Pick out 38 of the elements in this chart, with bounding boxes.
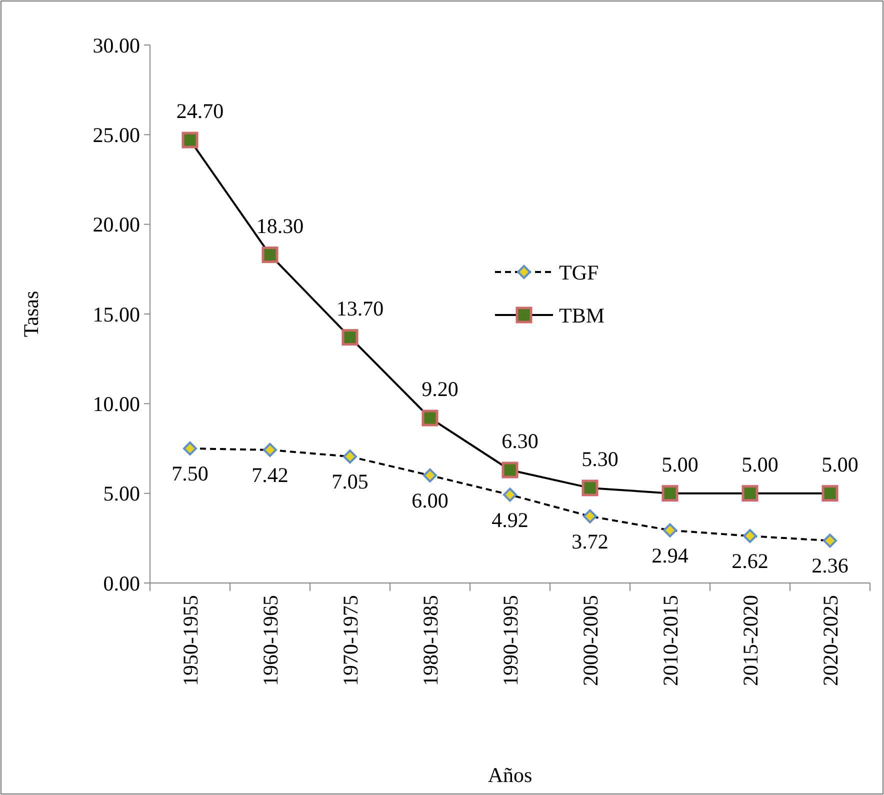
- y-tick-label: 5.00: [103, 482, 140, 506]
- y-tick-label: 20.00: [92, 212, 140, 237]
- y-axis-title: Tasas: [19, 290, 43, 338]
- x-tick-label: 2010-2015: [658, 595, 682, 686]
- x-tick-label: 1970-1975: [338, 595, 362, 686]
- data-label: 4.92: [492, 508, 528, 532]
- x-tick-label: 2020-2025: [818, 595, 842, 686]
- data-label: 5.30: [582, 446, 618, 471]
- data-label: 5.00: [662, 452, 698, 476]
- data-label: 2.94: [652, 543, 689, 568]
- y-tick-label: 30.00: [92, 33, 140, 58]
- data-label: 7.42: [252, 462, 288, 487]
- x-tick-label: 1980-1985: [418, 595, 442, 686]
- data-label: 5.00: [822, 452, 858, 476]
- legend-label: TGF: [559, 260, 599, 284]
- data-label: 6.00: [412, 488, 448, 512]
- y-tick-label: 10.00: [92, 392, 140, 416]
- data-label: 3.72: [572, 529, 608, 554]
- data-label: 5.00: [742, 452, 778, 476]
- data-label: 7.05: [332, 470, 368, 494]
- x-tick-label: 1990-1995: [498, 595, 522, 686]
- x-tick-label: 2015-2020: [738, 595, 762, 686]
- data-label: 7.50: [172, 462, 208, 486]
- data-label: 18.30: [256, 214, 304, 238]
- x-tick-label: 1960-1965: [258, 595, 282, 686]
- x-tick-label: 2000-2005: [578, 595, 602, 686]
- data-label: 2.62: [732, 549, 768, 574]
- legend-label: TBM: [559, 303, 605, 328]
- y-tick-label: 0.00: [103, 571, 140, 596]
- y-tick-label: 15.00: [92, 302, 140, 326]
- data-label: 9.20: [422, 377, 458, 402]
- data-label: 2.36: [812, 554, 848, 578]
- data-label: 6.30: [502, 429, 538, 454]
- y-tick-label: 25.00: [92, 123, 140, 148]
- x-axis-title: Años: [488, 763, 532, 787]
- data-label: 13.70: [336, 296, 384, 320]
- data-label: 24.70: [176, 99, 224, 124]
- x-tick-label: 1950-1955: [178, 595, 202, 686]
